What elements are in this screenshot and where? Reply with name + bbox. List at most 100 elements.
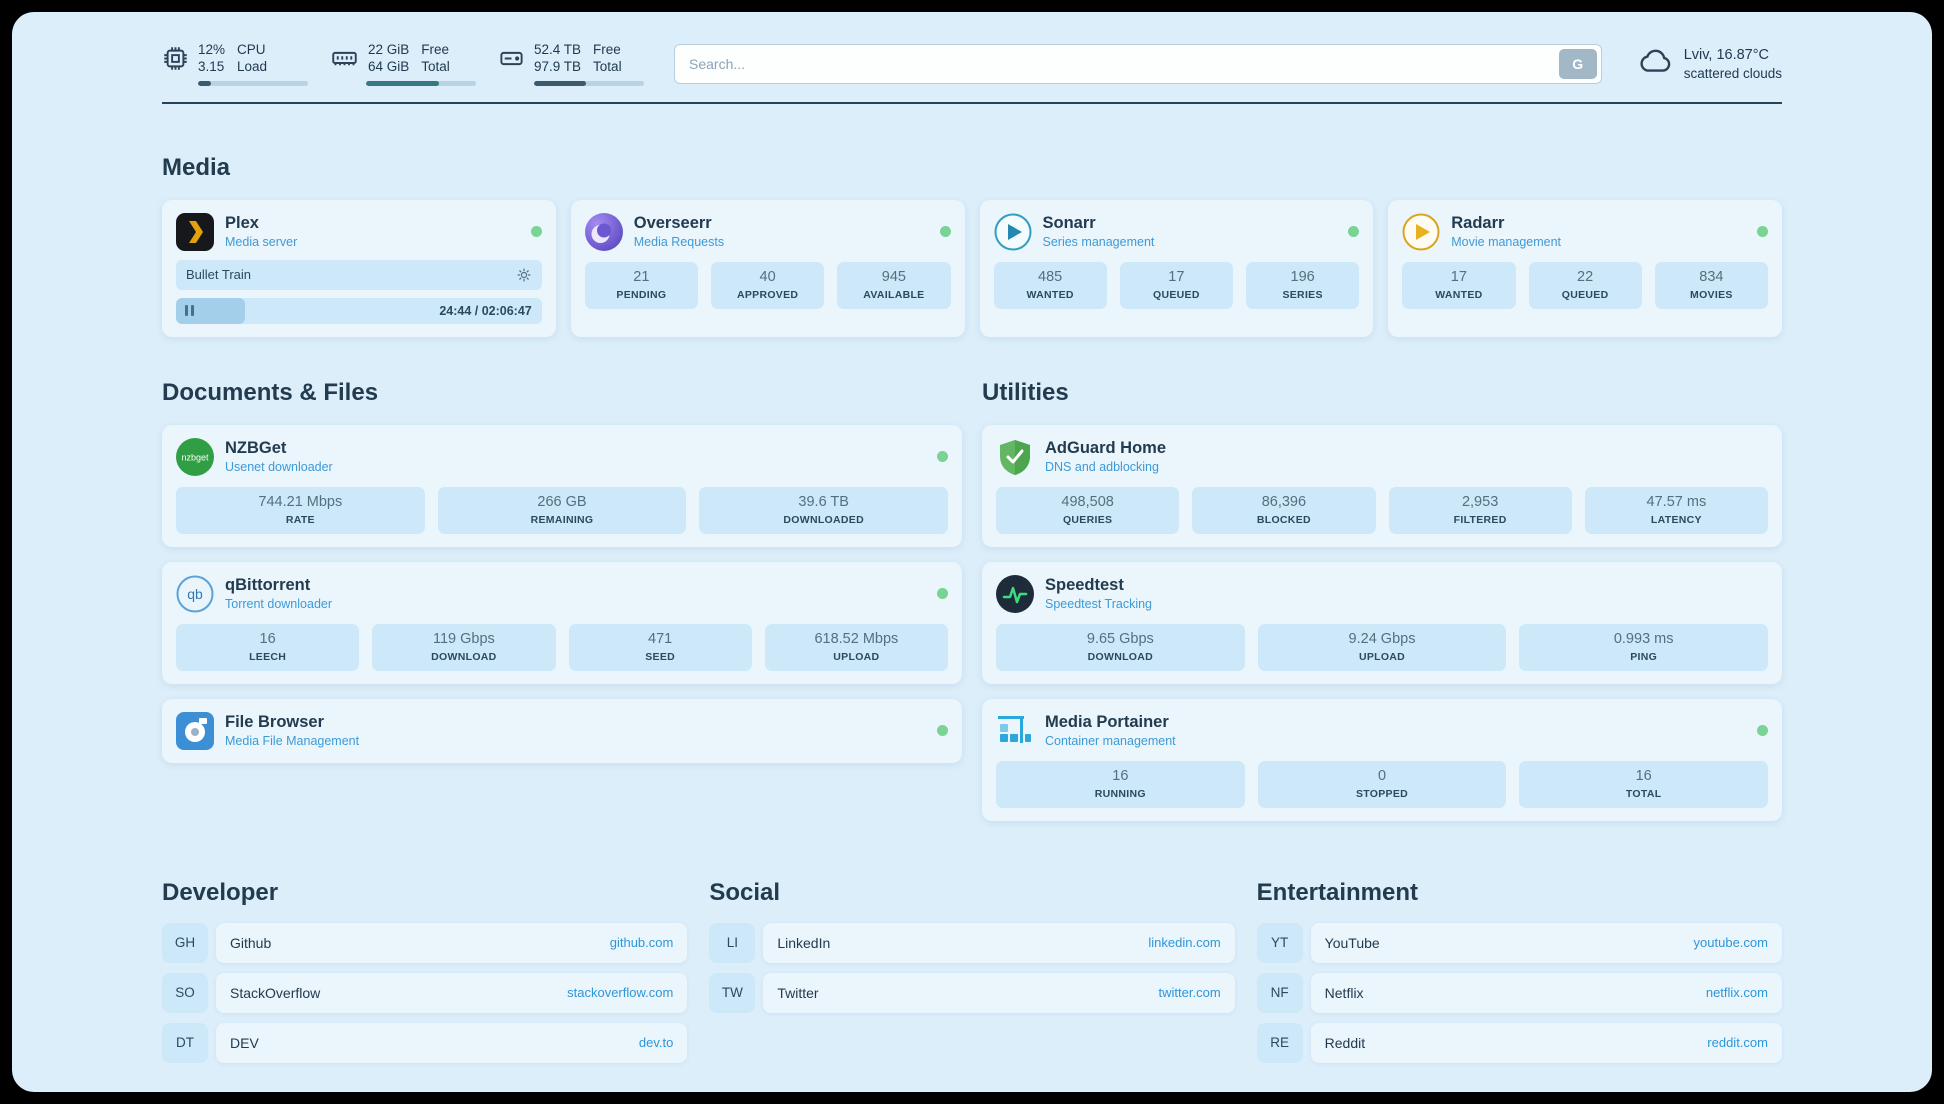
nzbget-card[interactable]: nzbget NZBGet Usenet downloader 744.21 M… (162, 424, 962, 547)
bookmark-url[interactable]: youtube.com (1693, 935, 1768, 951)
bookmark-stackoverflow[interactable]: SO StackOverflow stackoverflow.com (162, 972, 688, 1013)
media-section-title: Media (162, 153, 231, 181)
bookmark-name: DEV (230, 1034, 259, 1051)
bookmark-abbr: RE (1256, 1022, 1303, 1063)
stat-value: 196 (1290, 269, 1315, 286)
plex-settings-gear-icon[interactable] (516, 267, 532, 283)
ram-icon (330, 45, 359, 72)
entertainment-column: Entertainment YT YouTube youtube.com NF … (1256, 879, 1782, 1063)
bookmark-dev[interactable]: DT DEV dev.to (162, 1022, 688, 1063)
bookmark-netflix[interactable]: NF Netflix netflix.com (1256, 972, 1782, 1013)
plex-playback-progress: 24:44 / 02:06:47 (176, 297, 542, 324)
speedtest-stat-upload: 9.24 Gbps UPLOAD (1257, 623, 1507, 671)
bookmark-url[interactable]: twitter.com (1158, 985, 1221, 1001)
nzbget-status-dot (937, 451, 948, 463)
portainer-stat-total: 16 TOTAL (1519, 760, 1769, 808)
stat-label: UPLOAD (1358, 650, 1406, 663)
bookmark-reddit[interactable]: RE Reddit reddit.com (1256, 1022, 1782, 1063)
search-input[interactable] (674, 43, 1602, 84)
qbittorrent-card[interactable]: qb qBittorrent Torrent downloader 16 (162, 561, 962, 684)
stat-value: 0.993 ms (1613, 631, 1674, 648)
adguard-title: AdGuard Home (1045, 438, 1167, 457)
radarr-icon (1402, 213, 1440, 251)
portainer-card[interactable]: Media Portainer Container management 16 … (982, 698, 1782, 821)
pause-icon[interactable] (185, 305, 188, 317)
cpu-load-label: Load (237, 58, 268, 74)
plex-card[interactable]: Plex Media server Bullet Train (162, 199, 556, 337)
filebrowser-card[interactable]: File Browser Media File Management (162, 698, 962, 763)
stat-value: 16 (1112, 768, 1129, 785)
portainer-header: Media Portainer Container management (996, 712, 1768, 750)
stat-label: QUEUED (1153, 288, 1200, 301)
radarr-card[interactable]: Radarr Movie management 17 WANTED 22 QUE… (1388, 199, 1782, 337)
nzbget-stat-rate: 744.21 Mbps RATE (176, 486, 425, 534)
bookmark-linkedin[interactable]: LI LinkedIn linkedin.com (709, 922, 1235, 963)
stat-value: 485 (1038, 269, 1063, 286)
speedtest-card[interactable]: Speedtest Speedtest Tracking 9.65 Gbps D… (982, 561, 1782, 684)
radarr-title: Radarr (1451, 213, 1505, 232)
bookmark-url[interactable]: github.com (609, 935, 674, 951)
bookmark-url[interactable]: stackoverflow.com (567, 985, 674, 1001)
plex-now-playing-title: Bullet Train (186, 267, 252, 283)
ram-total-value: 64 GiB (368, 58, 410, 74)
radarr-stat-movies: 834 MOVIES (1654, 261, 1768, 309)
system-stats: 12% 3.15 CPU Load (162, 42, 644, 86)
adguard-header: AdGuard Home DNS and adblocking (996, 438, 1768, 476)
stat-label: REMAINING (530, 513, 594, 526)
stat-value: 16 (1635, 768, 1652, 785)
bookmark-github[interactable]: GH Github github.com (162, 922, 688, 963)
stat-value: 47.57 ms (1646, 494, 1707, 511)
cloud-icon (1636, 46, 1674, 81)
adguard-card[interactable]: AdGuard Home DNS and adblocking 498,508 … (982, 424, 1782, 547)
disk-total-label: Total (593, 58, 622, 74)
stat-value: 945 (881, 269, 906, 286)
weather-widget: Lviv, 16.87°C scattered clouds (1636, 46, 1782, 82)
overseerr-subtitle: Media Requests (633, 235, 725, 250)
cpu-progress-bar (198, 80, 308, 86)
bookmark-twitter[interactable]: TW Twitter twitter.com (709, 972, 1235, 1013)
sonarr-status-dot (1348, 226, 1360, 238)
bookmark-url[interactable]: netflix.com (1705, 985, 1768, 1001)
stat-value: 618.52 Mbps (814, 631, 899, 648)
ram-progress-bar (366, 80, 476, 86)
bookmark-abbr: LI (709, 922, 756, 963)
stat-label: BLOCKED (1256, 513, 1311, 526)
stat-value: 86,396 (1261, 494, 1307, 511)
filebrowser-subtitle: Media File Management (225, 734, 360, 749)
cpu-load-value: 3.15 (198, 58, 225, 74)
plex-subtitle: Media server (225, 235, 298, 250)
bookmark-url[interactable]: reddit.com (1707, 1035, 1768, 1051)
bookmark-name: Netflix (1324, 984, 1364, 1001)
sonarr-stat-queued: 17 QUEUED (1119, 261, 1233, 309)
stat-value: 119 Gbps (432, 631, 495, 648)
portainer-subtitle: Container management (1045, 734, 1176, 749)
overseerr-title: Overseerr (633, 213, 712, 232)
nzbget-stat-downloaded: 39.6 TB DOWNLOADED (699, 486, 949, 534)
search-engine-button[interactable]: G (1558, 48, 1597, 79)
overseerr-header: Overseerr Media Requests (584, 212, 951, 251)
nzbget-header: nzbget NZBGet Usenet downloader (176, 437, 948, 476)
developer-section-title: Developer (162, 878, 279, 906)
search-bar: G (674, 43, 1602, 84)
stat-value: 2,953 (1461, 494, 1499, 511)
stat-label: LEECH (249, 650, 287, 663)
nzbget-icon: nzbget (176, 437, 214, 476)
documents-column: Documents & Files nzbget NZBGet Usenet d… (162, 379, 962, 763)
bookmark-abbr: GH (162, 922, 208, 963)
topbar: 12% 3.15 CPU Load (162, 12, 1782, 86)
stat-label: PING (1630, 650, 1658, 663)
ram-stat-group: 22 GiB 64 GiB Free Total (330, 42, 476, 86)
qbittorrent-stat-leech: 16 LEECH (176, 623, 360, 671)
plex-icon (176, 212, 214, 251)
topbar-divider (162, 101, 1782, 104)
bookmark-url[interactable]: dev.to (638, 1035, 674, 1051)
stat-label: UPLOAD (833, 650, 880, 663)
overseerr-card[interactable]: Overseerr Media Requests 21 PENDING 40 A… (570, 199, 965, 337)
bookmark-youtube[interactable]: YT YouTube youtube.com (1256, 922, 1782, 963)
bookmark-name: StackOverflow (230, 984, 321, 1001)
sonarr-card[interactable]: Sonarr Series management 485 WANTED 17 Q… (979, 199, 1374, 337)
bookmark-url[interactable]: linkedin.com (1148, 935, 1221, 951)
adguard-stat-queries: 498,508 QUERIES (996, 486, 1180, 534)
plex-playback-time: 24:44 / 02:06:47 (439, 303, 532, 318)
ram-free-value: 22 GiB (368, 42, 410, 57)
